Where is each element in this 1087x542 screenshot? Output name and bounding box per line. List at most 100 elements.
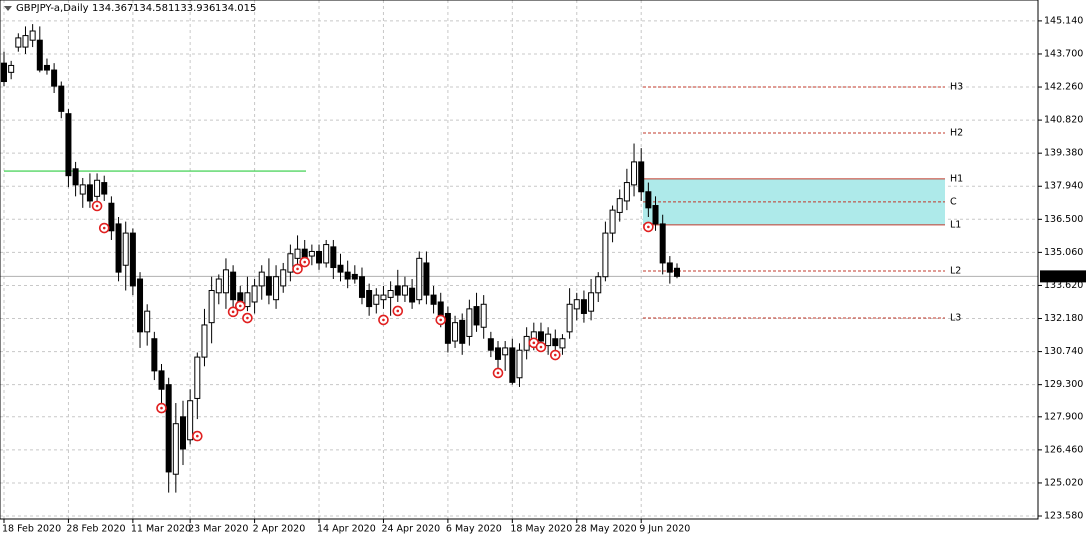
candle-body bbox=[258, 271, 265, 287]
candle-body bbox=[595, 276, 602, 294]
candle-body bbox=[509, 347, 516, 383]
x-tick-label: 14 Apr 2020 bbox=[317, 524, 376, 535]
signal-dot bbox=[553, 353, 557, 357]
pivot-label: H1 bbox=[950, 173, 963, 184]
y-tick-label: 140.820 bbox=[1044, 115, 1083, 126]
candle-body bbox=[158, 370, 165, 390]
candle-body bbox=[137, 278, 144, 333]
candle-body bbox=[165, 384, 172, 473]
candle-body bbox=[616, 198, 623, 213]
candle-body bbox=[602, 232, 609, 278]
candle-body bbox=[15, 37, 22, 48]
x-tick-label: 28 May 2020 bbox=[575, 524, 637, 535]
pivot-label: H2 bbox=[950, 127, 963, 138]
candle-body bbox=[659, 223, 666, 264]
candle-body bbox=[51, 69, 58, 87]
signal-dot bbox=[160, 406, 163, 410]
candle-body bbox=[480, 303, 487, 328]
candle-body bbox=[366, 290, 373, 308]
candle-body bbox=[495, 347, 502, 360]
signal-dot bbox=[382, 318, 385, 322]
candle-body bbox=[459, 319, 466, 344]
signal-dot bbox=[439, 318, 443, 322]
candle-body bbox=[516, 349, 523, 379]
candle-body bbox=[523, 335, 530, 351]
candle-body bbox=[172, 423, 179, 475]
candle-body bbox=[566, 303, 573, 333]
candle-body bbox=[94, 179, 101, 197]
signal-dot bbox=[231, 310, 235, 314]
candle-body bbox=[580, 299, 587, 314]
candle-body bbox=[573, 299, 580, 310]
y-tick-label: 136.500 bbox=[1044, 214, 1083, 225]
pivot-label: H3 bbox=[950, 82, 963, 93]
candle-body bbox=[552, 338, 559, 347]
candle-body bbox=[222, 269, 229, 294]
signal-dot bbox=[246, 316, 249, 320]
y-tick-label: 126.460 bbox=[1044, 444, 1083, 455]
candle-body bbox=[287, 253, 294, 273]
candle-body bbox=[29, 30, 36, 41]
signal-dot bbox=[196, 434, 199, 438]
candle-body bbox=[351, 273, 358, 280]
candle-body bbox=[588, 292, 595, 312]
candle-body bbox=[631, 161, 638, 186]
candle-body bbox=[8, 64, 15, 73]
candle-body bbox=[316, 250, 323, 264]
menu-icon[interactable] bbox=[4, 6, 12, 11]
plot-frame bbox=[0, 0, 1039, 520]
signal-dot bbox=[532, 341, 536, 345]
x-tick-label: 18 Feb 2020 bbox=[2, 524, 61, 535]
candle-body bbox=[452, 322, 459, 342]
candle-body bbox=[487, 338, 494, 351]
candle-body bbox=[115, 223, 122, 273]
candle-body bbox=[373, 294, 380, 305]
candle-body bbox=[208, 290, 215, 324]
pivot-label: L3 bbox=[950, 313, 961, 324]
candle-body bbox=[674, 267, 680, 277]
signal-dot bbox=[496, 371, 500, 375]
candle-body bbox=[358, 276, 365, 298]
candle-body bbox=[129, 232, 136, 287]
candle-body bbox=[1, 62, 7, 83]
pivot-label: L2 bbox=[950, 265, 961, 276]
candle-body bbox=[201, 324, 208, 358]
chart-title: GBPJPY-a,Daily bbox=[16, 3, 89, 14]
ohlc-close: 134.015 bbox=[215, 3, 256, 14]
signal-dot bbox=[647, 225, 650, 229]
candle-body bbox=[43, 64, 50, 71]
candle-body bbox=[545, 333, 552, 347]
candle-body bbox=[652, 205, 659, 225]
y-tick-label: 132.180 bbox=[1044, 313, 1083, 324]
candle-body bbox=[645, 191, 652, 209]
candle-body bbox=[122, 232, 129, 266]
y-tick-label: 137.940 bbox=[1044, 181, 1083, 192]
x-tick-label: 23 Mar 2020 bbox=[188, 524, 248, 535]
y-tick-label: 123.580 bbox=[1044, 511, 1083, 522]
candle-body bbox=[265, 276, 272, 296]
grid bbox=[0, 0, 1038, 519]
x-tick-label: 6 May 2020 bbox=[446, 524, 502, 535]
x-tick-label: 9 Jun 2020 bbox=[639, 524, 690, 535]
x-tick-label: 28 Feb 2020 bbox=[66, 524, 125, 535]
candle-body bbox=[502, 347, 509, 356]
y-tick-label: 142.260 bbox=[1044, 82, 1083, 93]
candle-body bbox=[409, 287, 416, 303]
candle-body bbox=[22, 35, 29, 48]
y-tick-label: 133.620 bbox=[1044, 280, 1083, 291]
candle-body bbox=[387, 290, 394, 298]
candle-body bbox=[308, 250, 315, 257]
signal-dot bbox=[95, 204, 99, 208]
ohlc-open: 134.367 bbox=[92, 3, 133, 14]
candle-body bbox=[36, 39, 43, 71]
signal-dot bbox=[238, 304, 242, 308]
candle-body bbox=[72, 168, 79, 186]
candle-body bbox=[215, 278, 222, 294]
price-box-label: 134.015 bbox=[1044, 271, 1083, 282]
candle-body bbox=[609, 209, 616, 234]
candle-body bbox=[323, 244, 330, 264]
candle-body bbox=[423, 262, 430, 296]
signal-dot bbox=[102, 226, 106, 230]
candle-body bbox=[401, 285, 408, 296]
